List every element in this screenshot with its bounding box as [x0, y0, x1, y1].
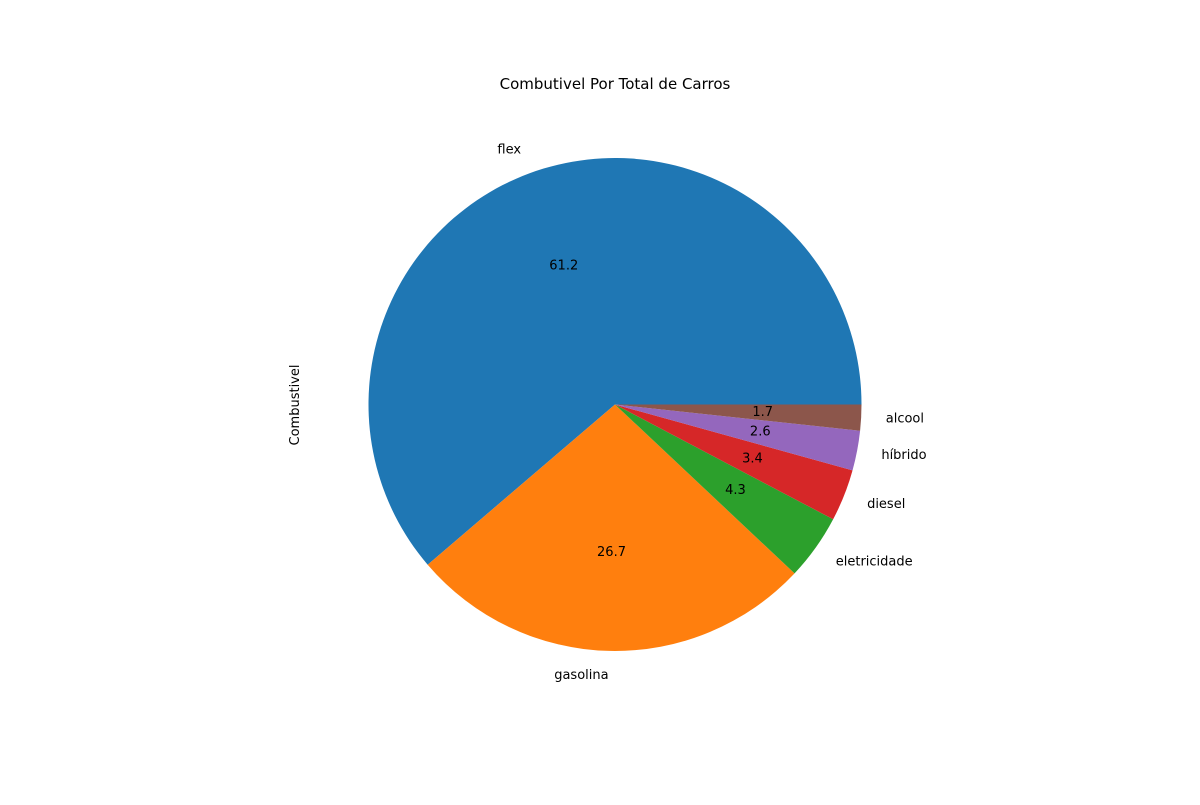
pie-slices	[368, 157, 862, 651]
slice-value-diesel: 3.4	[742, 451, 763, 466]
pie-slice-diesel	[615, 404, 853, 520]
slice-label-alcool: alcool	[886, 411, 924, 426]
slice-label-flex: flex	[497, 143, 521, 158]
slice-label-eletricidade: eletricidade	[836, 554, 913, 569]
slice-value-gasolina: 26.7	[597, 545, 626, 560]
pie-slice-gasolina	[427, 404, 795, 651]
pie-slice-hibrido	[615, 404, 861, 471]
slice-label-hibrido: híbrido	[881, 448, 926, 463]
slice-value-hibrido: 2.6	[750, 425, 771, 440]
slice-label-gasolina: gasolina	[554, 668, 608, 683]
pie-slice-flex	[368, 157, 862, 565]
slice-value-flex: 61.2	[549, 258, 578, 273]
pie-slice-eletricidade	[615, 404, 834, 574]
chart-title: Combutivel Por Total de Carros	[500, 75, 731, 93]
y-axis-label: Combustivel	[288, 365, 303, 446]
slice-label-diesel: diesel	[867, 497, 905, 512]
slice-value-eletricidade: 4.3	[725, 483, 746, 498]
pie-slice-alcool	[615, 404, 862, 431]
slice-value-alcool: 1.7	[752, 405, 773, 420]
pie-labels: flex 61.2 gasolina 26.7 eletricidade 4.3 diese…	[497, 143, 926, 683]
